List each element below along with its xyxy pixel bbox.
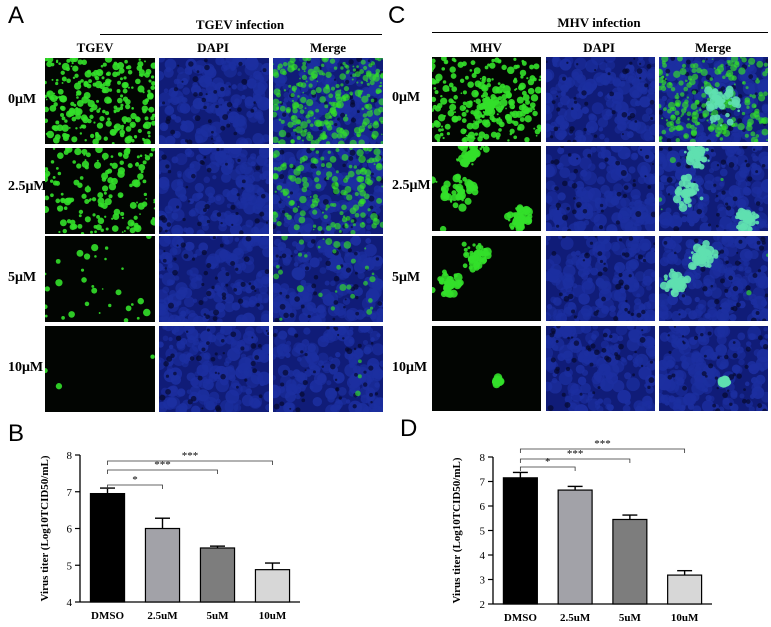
panel-letter-c: C bbox=[388, 2, 406, 29]
chart-d-sig-label-1: *** bbox=[567, 448, 584, 460]
chart-b-sig-bracket-0 bbox=[107, 484, 163, 489]
panel-a-row-10: 10μM bbox=[8, 360, 44, 375]
chart-b-sig-label-2: *** bbox=[182, 450, 199, 462]
panel-letter-b: B bbox=[8, 420, 25, 447]
chart-d-xtick-label-2: 5uM bbox=[619, 612, 642, 624]
chart-b-ytick-label-4: 8 bbox=[67, 450, 73, 462]
panel-c-micrograph-dapi-3 bbox=[546, 326, 655, 411]
panel-c-micrograph-virus-2 bbox=[432, 236, 541, 321]
chart-b-bar-1 bbox=[144, 527, 181, 603]
chart-b-sig-bracket-2 bbox=[107, 460, 273, 465]
panel-c-micrograph-virus-1 bbox=[432, 146, 541, 231]
panel-a-micrograph-merge-2 bbox=[273, 236, 383, 322]
panel-a-title-rule bbox=[100, 34, 382, 35]
chart-d-bar-3 bbox=[667, 574, 703, 605]
chart-d-xtick-label-0: DMSO bbox=[504, 612, 537, 624]
panel-c-micrograph-virus-0 bbox=[432, 57, 541, 142]
chart-d-sig-label-0: * bbox=[545, 456, 551, 468]
chart-b-ytick-label-2: 6 bbox=[67, 524, 73, 536]
chart-d-bar-1 bbox=[557, 489, 593, 605]
chart-b-xtick-label-0: DMSO bbox=[91, 610, 124, 622]
panel-a-row-0: 0μM bbox=[8, 92, 37, 107]
chart-d-bar-0 bbox=[502, 477, 538, 605]
panel-c-micrograph-merge-0 bbox=[659, 57, 768, 142]
panel-c-micrograph-merge-1 bbox=[659, 146, 768, 231]
panel-a-micrograph-dapi-3 bbox=[159, 326, 269, 412]
chart-b-xtick-label-1: 2.5uM bbox=[147, 610, 178, 622]
chart-b-sig-bracket-1 bbox=[107, 469, 218, 474]
chart-d-ylabel: Virus titer (Log10TCID50/mL) bbox=[451, 457, 463, 603]
chart-d-ytick-label-0: 2 bbox=[480, 599, 486, 611]
chart-b-ytick-label-0: 4 bbox=[67, 597, 73, 609]
panel-c-micrograph-dapi-2 bbox=[546, 236, 655, 321]
chart-d-xtick-label-3: 10uM bbox=[671, 612, 699, 624]
chart-b-sig-label-0: * bbox=[132, 474, 138, 486]
panel-a-row-2-5: 2.5μM bbox=[8, 179, 47, 194]
panel-a-micrograph-dapi-0 bbox=[159, 58, 269, 144]
panel-c-row-2-5: 2.5μM bbox=[392, 178, 431, 193]
panel-c-row-5: 5μM bbox=[392, 270, 421, 285]
panel-c-title: MHV infection bbox=[557, 15, 641, 30]
panel-a-col-merge: Merge bbox=[309, 40, 347, 55]
panel-a-micrograph-virus-0 bbox=[45, 58, 155, 144]
chart-b-ytick-label-3: 7 bbox=[67, 487, 73, 499]
chart-d-bar-2 bbox=[612, 518, 648, 605]
chart-d-ytick-label-5: 7 bbox=[480, 477, 486, 489]
panel-a-micrograph-merge-3 bbox=[273, 326, 383, 412]
chart-d-ytick-label-1: 3 bbox=[480, 575, 486, 587]
chart-b-xtick-label-3: 10uM bbox=[259, 610, 287, 622]
chart-d-sig-label-2: *** bbox=[594, 438, 611, 450]
chart-b-bar-0 bbox=[89, 492, 126, 603]
chart-d-xtick-label-1: 2.5uM bbox=[560, 612, 591, 624]
panel-c-micrograph-dapi-0 bbox=[546, 57, 655, 142]
chart-b-ylabel: Virus titer (Log10TCID50/mL) bbox=[39, 455, 51, 601]
chart-d-ytick-label-2: 4 bbox=[480, 550, 486, 562]
panel-c-row-0: 0μM bbox=[392, 90, 421, 105]
panel-c-micrograph-virus-3 bbox=[432, 326, 541, 411]
panel-c-title-rule bbox=[432, 32, 768, 33]
panel-c-micrograph-merge-3 bbox=[659, 326, 768, 411]
panel-c-micrograph-dapi-1 bbox=[546, 146, 655, 231]
panel-a-title: TGEV infection bbox=[195, 17, 285, 32]
panel-c-col-merge: Merge bbox=[694, 40, 732, 55]
chart-b-ytick-label-1: 5 bbox=[67, 560, 73, 572]
panel-a-micrograph-dapi-2 bbox=[159, 236, 269, 322]
panel-letter-a: A bbox=[8, 2, 25, 29]
chart-d-sig-bracket-0 bbox=[519, 466, 576, 471]
chart-b-bar-2 bbox=[199, 547, 236, 603]
chart-b-sig-label-1: *** bbox=[154, 459, 171, 471]
panel-a-col-tgev: TGEV bbox=[76, 40, 114, 55]
panel-c-col-dapi: DAPI bbox=[583, 40, 615, 55]
panel-c-col-mhv: MHV bbox=[470, 40, 502, 55]
panel-a-micrograph-dapi-1 bbox=[159, 148, 269, 234]
panel-a-micrograph-merge-1 bbox=[273, 148, 383, 234]
panel-c-row-10: 10μM bbox=[392, 360, 428, 375]
chart-d-ytick-label-4: 6 bbox=[480, 501, 486, 513]
panel-a-micrograph-merge-0 bbox=[273, 58, 383, 144]
chart-d-ytick-label-6: 8 bbox=[480, 452, 486, 464]
panel-a-micrograph-virus-2 bbox=[45, 236, 155, 322]
chart-d-sig-bracket-2 bbox=[519, 448, 686, 453]
panel-c-micrograph-merge-2 bbox=[659, 236, 768, 321]
panel-letter-d: D bbox=[400, 415, 418, 442]
panel-a-row-5: 5μM bbox=[8, 270, 37, 285]
chart-d-sig-bracket-1 bbox=[519, 458, 631, 463]
panel-a-micrograph-virus-1 bbox=[45, 148, 155, 234]
chart-b-xtick-label-2: 5uM bbox=[207, 610, 230, 622]
panel-a-micrograph-virus-3 bbox=[45, 326, 155, 412]
chart-d-ytick-label-3: 5 bbox=[480, 526, 486, 538]
panel-a-col-dapi: DAPI bbox=[197, 40, 229, 55]
